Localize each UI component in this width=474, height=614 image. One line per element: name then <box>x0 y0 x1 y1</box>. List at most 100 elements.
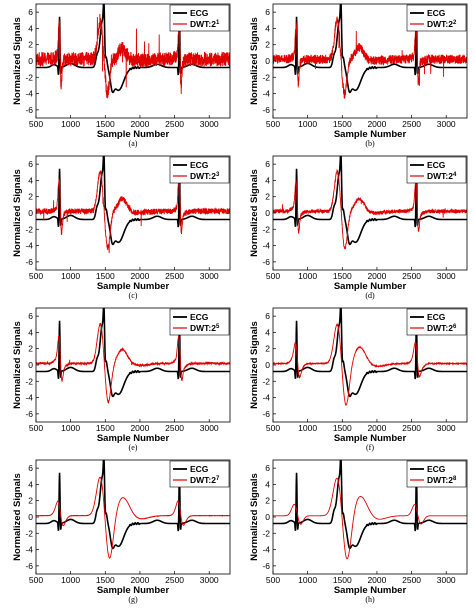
y-tick-label: -2 <box>262 376 270 386</box>
legend-label: DWT:25 <box>190 323 220 333</box>
y-tick-label: -6 <box>262 561 270 571</box>
y-tick-label: -6 <box>25 561 33 571</box>
chart-svg: 500 1000 1500 2000 2500 3000 -6 -4 -2 0 2 4 6 Sample … <box>12 155 231 300</box>
x-tick-label: 3000 <box>200 119 219 129</box>
legend-label: DWT:21 <box>190 19 220 29</box>
series-line-ecg <box>36 156 230 246</box>
y-tick-label: 2 <box>265 40 270 50</box>
legend-label: DWT:28 <box>427 475 457 485</box>
y-tick-label: 6 <box>265 7 270 17</box>
y-tick-label: -4 <box>262 545 270 555</box>
series-line-ecg <box>36 308 230 398</box>
chart-svg: 500 1000 1500 2000 2500 3000 -6 -4 -2 0 2 4 6 Sample … <box>249 155 468 300</box>
y-axis-label: Normalized Signals <box>12 169 23 257</box>
y-tick-label: 0 <box>28 360 33 370</box>
series-line-dwt <box>273 322 467 406</box>
y-tick-label: 2 <box>265 344 270 354</box>
y-tick-label: 4 <box>265 327 270 337</box>
x-tick-label: 500 <box>29 575 43 585</box>
x-axis-label: Sample Number <box>334 585 407 596</box>
x-tick-label: 3000 <box>437 119 456 129</box>
y-tick-label: -6 <box>262 257 270 267</box>
x-tick-label: 2500 <box>402 575 421 585</box>
panel-caption: (d) <box>365 291 375 300</box>
x-tick-label: 2500 <box>165 423 184 433</box>
y-axis-label: Normalized Signals <box>249 321 260 409</box>
x-tick-label: 1500 <box>96 119 115 129</box>
x-axis-label: Sample Number <box>97 433 170 444</box>
series-line-ecg <box>273 4 467 94</box>
y-tick-label: 6 <box>28 159 33 169</box>
series-line-dwt <box>36 13 230 99</box>
x-tick-label: 2000 <box>367 271 386 281</box>
y-tick-label: -4 <box>25 545 33 555</box>
legend-label: DWT:24 <box>427 171 457 181</box>
x-tick-label: 3000 <box>200 575 219 585</box>
x-tick-label: 500 <box>29 271 43 281</box>
x-tick-label: 2000 <box>367 423 386 433</box>
x-tick-label: 1000 <box>61 119 80 129</box>
legend-label: ECG <box>427 312 446 322</box>
x-tick-label: 3000 <box>200 271 219 281</box>
series-line-ecg <box>36 460 230 550</box>
x-tick-label: 1000 <box>298 271 317 281</box>
x-tick-label: 1000 <box>61 575 80 585</box>
x-tick-label: 2500 <box>165 271 184 281</box>
y-axis-label: Normalized Signals <box>12 473 23 561</box>
legend-label: DWT:23 <box>190 171 220 181</box>
x-tick-label: 2500 <box>402 271 421 281</box>
panel-a: 500 1000 1500 2000 2500 3000 -6 -4 -2 0 2 4 6 Sample … <box>0 0 237 152</box>
y-tick-label: 6 <box>28 311 33 321</box>
legend-label: DWT:26 <box>427 323 457 333</box>
series-line-dwt <box>36 322 230 404</box>
x-tick-label: 3000 <box>437 271 456 281</box>
y-tick-label: -4 <box>25 241 33 251</box>
series-line-ecg <box>273 308 467 398</box>
series-line-dwt <box>273 477 467 560</box>
series-line-dwt <box>273 168 467 250</box>
y-tick-label: -6 <box>25 409 33 419</box>
legend-label: ECG <box>427 464 446 474</box>
panel-f: 500 1000 1500 2000 2500 3000 -6 -4 -2 0 2 4 6 Sample … <box>237 304 474 456</box>
x-tick-label: 500 <box>266 575 280 585</box>
x-axis-label: Sample Number <box>334 129 407 140</box>
y-tick-label: -2 <box>262 528 270 538</box>
x-tick-label: 1500 <box>333 271 352 281</box>
x-tick-label: 2000 <box>130 271 149 281</box>
y-tick-label: 4 <box>265 479 270 489</box>
x-axis-label: Sample Number <box>97 585 170 596</box>
x-tick-label: 2000 <box>130 423 149 433</box>
x-tick-label: 500 <box>29 423 43 433</box>
panel-d: 500 1000 1500 2000 2500 3000 -6 -4 -2 0 2 4 6 Sample … <box>237 152 474 304</box>
y-tick-label: -2 <box>25 528 33 538</box>
y-tick-label: -2 <box>25 72 33 82</box>
legend-label: ECG <box>190 8 209 18</box>
y-tick-label: 6 <box>265 463 270 473</box>
panel-g: 500 1000 1500 2000 2500 3000 -6 -4 -2 0 2 4 6 Sample … <box>0 456 237 608</box>
x-tick-label: 2000 <box>130 119 149 129</box>
series-line-dwt <box>273 16 467 99</box>
y-tick-label: 4 <box>28 327 33 337</box>
y-tick-label: 4 <box>28 23 33 33</box>
y-tick-label: -4 <box>262 393 270 403</box>
panel-caption: (c) <box>129 291 138 300</box>
x-tick-label: 1500 <box>96 575 115 585</box>
y-tick-label: 0 <box>28 56 33 66</box>
x-tick-label: 2500 <box>165 119 184 129</box>
legend-label: ECG <box>190 312 209 322</box>
y-tick-label: 2 <box>265 496 270 506</box>
y-tick-label: -4 <box>262 89 270 99</box>
y-tick-label: -4 <box>262 241 270 251</box>
x-tick-label: 2000 <box>367 119 386 129</box>
legend-label: ECG <box>427 160 446 170</box>
x-tick-label: 2000 <box>367 575 386 585</box>
chart-svg: 500 1000 1500 2000 2500 3000 -6 -4 -2 0 2 4 6 Sample … <box>249 3 468 148</box>
x-tick-label: 1000 <box>61 423 80 433</box>
x-tick-label: 1500 <box>333 119 352 129</box>
panel-b: 500 1000 1500 2000 2500 3000 -6 -4 -2 0 2 4 6 Sample … <box>237 0 474 152</box>
y-tick-label: 6 <box>265 311 270 321</box>
y-tick-label: 4 <box>265 175 270 185</box>
